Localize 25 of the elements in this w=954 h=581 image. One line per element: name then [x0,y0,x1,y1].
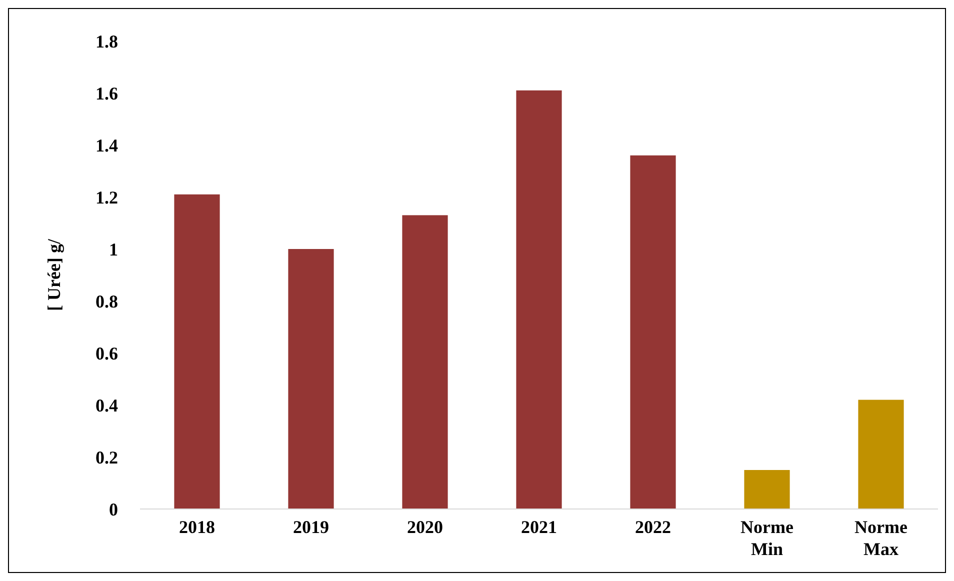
bar [516,90,562,509]
bar [288,249,334,509]
x-tick-label: Norme Max [854,517,908,559]
x-tick-label: 2021 [521,517,557,537]
y-tick-label: 0.4 [96,395,118,416]
y-axis-title: [ Urée] g/ [44,238,64,311]
x-tick-label: 2020 [407,517,443,537]
x-tick-label: Norme Min [740,517,794,559]
y-tick-label: 1.4 [96,135,118,156]
y-tick-label: 1.6 [96,83,118,104]
bar [858,400,904,509]
x-tick-label: 2018 [179,517,215,537]
y-tick-label: 0.2 [96,447,118,468]
x-tick-label: 2022 [635,517,671,537]
bar [402,215,448,509]
y-tick-label: 0.6 [96,343,118,364]
y-tick-label: 1 [109,239,118,260]
y-tick-label: 0 [109,499,118,520]
bar [630,155,676,509]
y-tick-label: 1.2 [96,187,118,208]
bar [174,194,220,509]
y-tick-label: 0.8 [96,291,118,312]
y-tick-label: 1.8 [96,31,118,52]
x-tick-label: 2019 [293,517,329,537]
bar [744,470,790,509]
